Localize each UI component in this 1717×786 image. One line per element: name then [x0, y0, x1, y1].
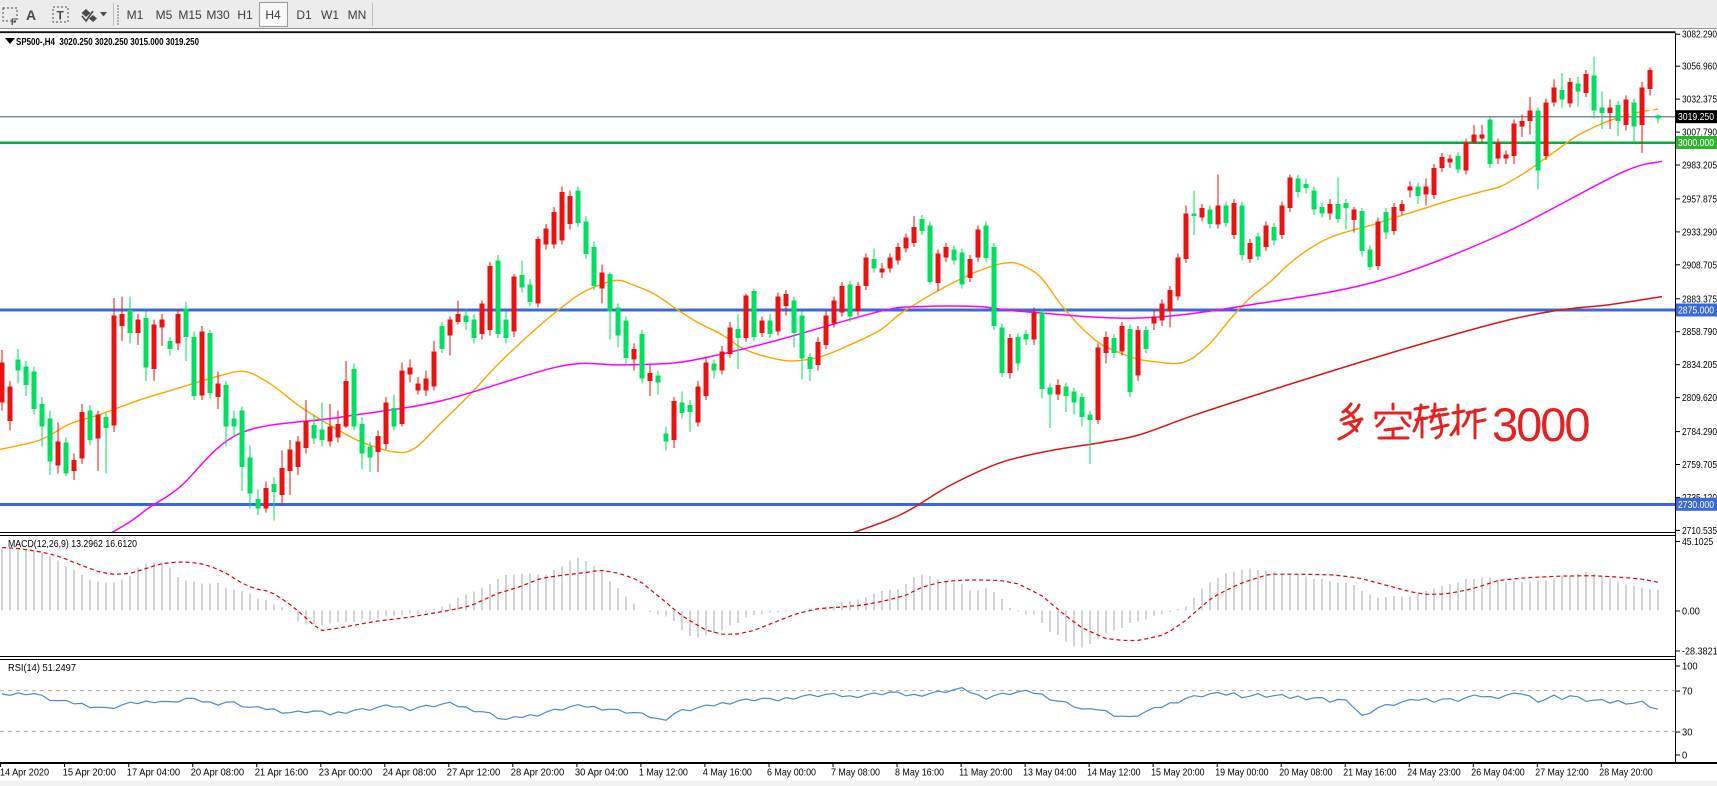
- svg-text:21 May 16:00: 21 May 16:00: [1343, 768, 1397, 779]
- svg-text:21 Apr 16:00: 21 Apr 16:00: [255, 768, 309, 779]
- svg-text:15 May 20:00: 15 May 20:00: [1151, 768, 1205, 779]
- svg-text:3082.290: 3082.290: [1682, 30, 1717, 41]
- svg-text:2784.290: 2784.290: [1682, 427, 1717, 438]
- svg-text:2809.620: 2809.620: [1682, 393, 1717, 404]
- svg-text:4 May 16:00: 4 May 16:00: [703, 768, 752, 779]
- svg-text:SP500-,H4 3020.250 3020.250 3: SP500-,H4 3020.250 3020.250 3015.000 301…: [16, 37, 199, 48]
- svg-text:19 May 00:00: 19 May 00:00: [1215, 768, 1269, 779]
- svg-text:26 May 04:00: 26 May 04:00: [1471, 768, 1525, 779]
- svg-text:T: T: [57, 9, 65, 23]
- svg-text:M5: M5: [156, 8, 173, 22]
- svg-text:-28.3821: -28.3821: [1682, 647, 1717, 658]
- svg-text:RSI(14) 51.2497: RSI(14) 51.2497: [8, 663, 76, 674]
- svg-text:0: 0: [1682, 751, 1688, 762]
- svg-text:2883.375: 2883.375: [1682, 294, 1717, 305]
- svg-text:2858.790: 2858.790: [1682, 327, 1717, 338]
- svg-text:2759.705: 2759.705: [1682, 460, 1717, 471]
- svg-text:F: F: [11, 17, 17, 27]
- svg-text:13 May 04:00: 13 May 04:00: [1023, 768, 1077, 779]
- svg-text:W1: W1: [321, 8, 339, 22]
- svg-text:3007.790: 3007.790: [1682, 128, 1717, 139]
- svg-text:100: 100: [1682, 662, 1698, 673]
- svg-text:7 May 08:00: 7 May 08:00: [831, 768, 880, 779]
- svg-text:M15: M15: [178, 8, 202, 22]
- svg-text:2834.205: 2834.205: [1682, 360, 1717, 371]
- svg-text:8 May 16:00: 8 May 16:00: [895, 768, 944, 779]
- svg-text:24 May 23:00: 24 May 23:00: [1407, 768, 1461, 779]
- svg-text:H1: H1: [237, 8, 253, 22]
- svg-text:D1: D1: [296, 8, 312, 22]
- svg-text:2957.875: 2957.875: [1682, 194, 1717, 205]
- svg-text:27 May 12:00: 27 May 12:00: [1535, 768, 1589, 779]
- svg-text:0.00: 0.00: [1682, 607, 1700, 618]
- svg-text:30: 30: [1682, 728, 1693, 739]
- svg-text:30 Apr 04:00: 30 Apr 04:00: [575, 768, 629, 779]
- svg-text:2710.535: 2710.535: [1682, 526, 1717, 537]
- svg-text:14 Apr 2020: 14 Apr 2020: [0, 768, 49, 779]
- svg-text:3032.375: 3032.375: [1682, 95, 1717, 106]
- svg-text:3056.960: 3056.960: [1682, 62, 1717, 73]
- svg-text:MN: MN: [348, 8, 367, 22]
- svg-text:70: 70: [1682, 687, 1693, 698]
- svg-text:20 May 08:00: 20 May 08:00: [1279, 768, 1333, 779]
- svg-text:M30: M30: [206, 8, 230, 22]
- svg-text:11 May 20:00: 11 May 20:00: [959, 768, 1013, 779]
- svg-text:45.1025: 45.1025: [1682, 537, 1713, 548]
- svg-text:2933.290: 2933.290: [1682, 227, 1717, 238]
- svg-text:24 Apr 08:00: 24 Apr 08:00: [383, 768, 437, 779]
- svg-text:2908.705: 2908.705: [1682, 260, 1717, 271]
- svg-text:28 May 20:00: 28 May 20:00: [1599, 768, 1653, 779]
- svg-text:15 Apr 20:00: 15 Apr 20:00: [63, 768, 117, 779]
- svg-text:14 May 12:00: 14 May 12:00: [1087, 768, 1141, 779]
- svg-text:2730.000: 2730.000: [1678, 500, 1714, 511]
- svg-text:2875.000: 2875.000: [1678, 306, 1714, 317]
- svg-text:3019.250: 3019.250: [1678, 112, 1714, 123]
- svg-text:1 May 12:00: 1 May 12:00: [639, 768, 688, 779]
- svg-text:28 Apr 20:00: 28 Apr 20:00: [511, 768, 565, 779]
- svg-text:3000: 3000: [1492, 398, 1589, 451]
- svg-text:MACD(12,26,9) 13.2962 16.6120: MACD(12,26,9) 13.2962 16.6120: [8, 539, 137, 550]
- svg-text:23 Apr 00:00: 23 Apr 00:00: [319, 768, 373, 779]
- svg-text:3000.000: 3000.000: [1678, 138, 1714, 149]
- svg-text:27 Apr 12:00: 27 Apr 12:00: [447, 768, 501, 779]
- svg-text:H4: H4: [265, 8, 281, 22]
- svg-text:20 Apr 08:00: 20 Apr 08:00: [191, 768, 245, 779]
- svg-text:M1: M1: [127, 8, 144, 22]
- svg-text:A: A: [26, 7, 36, 23]
- svg-text:6 May 00:00: 6 May 00:00: [767, 768, 816, 779]
- svg-text:2983.205: 2983.205: [1682, 161, 1717, 172]
- svg-text:17 Apr 04:00: 17 Apr 04:00: [127, 768, 181, 779]
